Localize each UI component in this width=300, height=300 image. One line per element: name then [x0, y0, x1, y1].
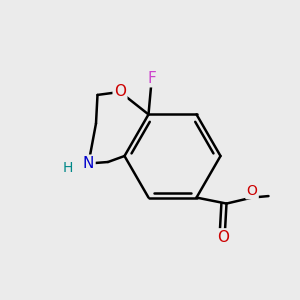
Text: O: O [114, 84, 126, 99]
Text: N: N [83, 156, 94, 171]
Text: H: H [62, 161, 73, 175]
Text: O: O [218, 230, 230, 245]
Text: O: O [247, 184, 257, 198]
Text: F: F [147, 71, 156, 86]
